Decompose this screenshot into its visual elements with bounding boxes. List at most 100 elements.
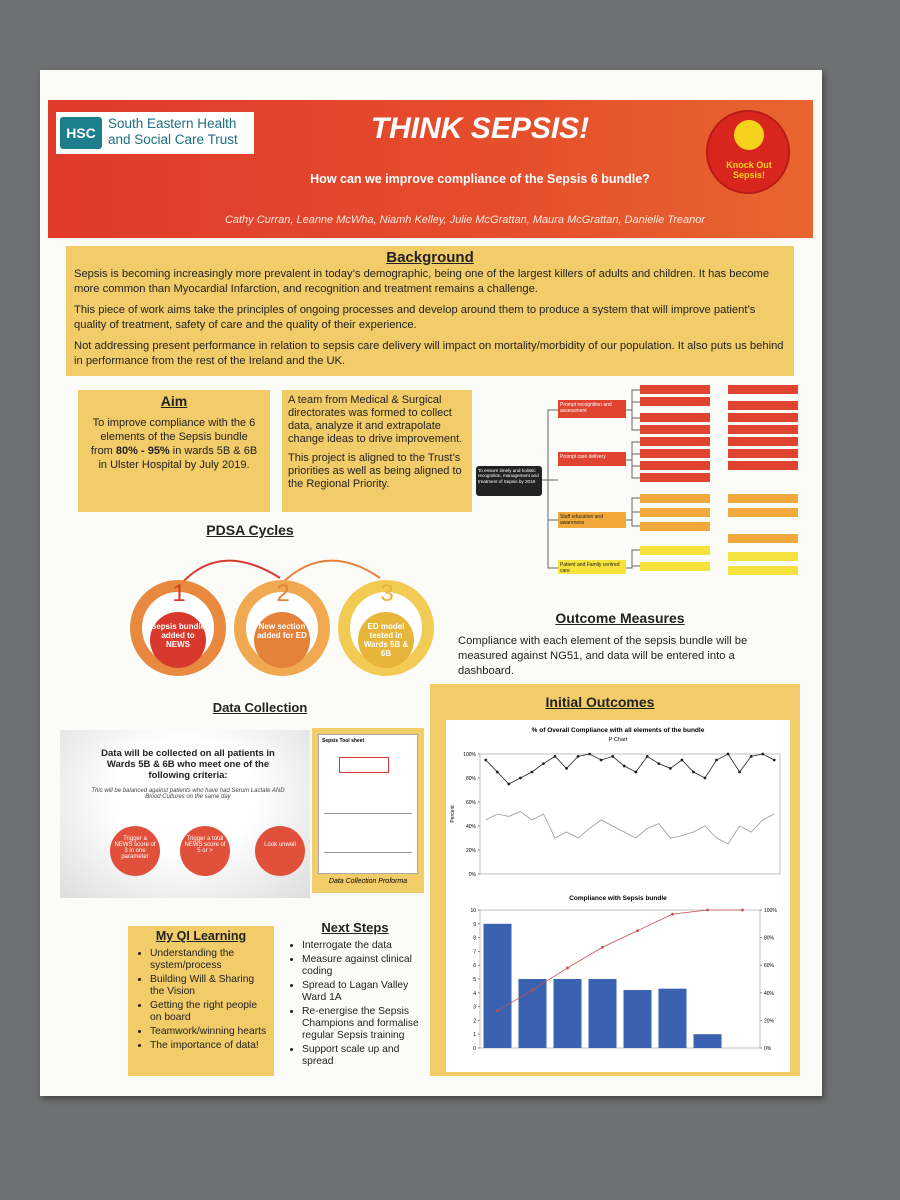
point (671, 912, 674, 916)
y-tick-label: 80% (466, 776, 477, 782)
leaf (728, 401, 798, 410)
leaf (640, 385, 710, 394)
point (599, 758, 603, 762)
point (542, 762, 545, 765)
chart: % of Overall Compliance with all element… (446, 720, 790, 898)
proforma-field (339, 757, 389, 773)
list-item: Spread to Lagan Valley Ward 1A (302, 980, 422, 1004)
aim-text: in wards 5B & 6B in Ulster Hospital by J… (98, 445, 258, 471)
logo-panel: HSC South Eastern Health and Social Care… (56, 112, 254, 154)
point (634, 770, 638, 774)
series-line (497, 909, 743, 1012)
list-item: Interrogate the data (302, 940, 422, 952)
y-tick-label: 60% (764, 963, 775, 969)
y-tick-label: 4 (473, 991, 476, 997)
aim-target: 80% - 95% (115, 445, 170, 457)
criteria-panel: Data will be collected on all patients i… (60, 730, 310, 898)
pdsa-arrows (179, 559, 381, 586)
point (576, 755, 580, 758)
y-tick-label: 2 (473, 1018, 476, 1024)
series-line (485, 811, 775, 845)
bar (553, 979, 582, 1048)
bar (693, 1034, 722, 1048)
leaf (640, 522, 710, 531)
pdsa-number: 1 (172, 580, 186, 607)
y-tick-label: 100% (764, 908, 777, 914)
y-tick-label: 40% (466, 824, 477, 830)
point (715, 758, 718, 762)
heading: Data Collection (212, 700, 308, 715)
leaf (640, 473, 710, 482)
list-item: Re-energise the Sepsis Champions and for… (302, 1006, 422, 1042)
heading: Next Steps (321, 920, 389, 935)
point (601, 945, 604, 949)
driver: Staff education and awareness (558, 512, 626, 528)
heading: Aim (160, 393, 188, 409)
paragraph: Not addressing present performance in re… (74, 340, 784, 367)
proforma-caption: Data Collection Proforma (328, 878, 408, 885)
badge-icon (734, 120, 764, 150)
leaf (728, 461, 798, 470)
leaf (640, 437, 710, 446)
point (761, 752, 765, 756)
point (645, 755, 649, 758)
proforma: Sepsis Tool sheet (318, 734, 418, 874)
point (565, 767, 568, 770)
pdsa-cycle: New section added for ED (254, 612, 310, 668)
qi-box: My QI Learning Understanding the system/… (128, 926, 274, 1076)
list-item: Understanding the system/process (150, 948, 268, 972)
y-tick-label: 20% (466, 848, 477, 854)
y-tick-label: 80% (764, 936, 775, 942)
driver: Prompt care delivery (558, 452, 626, 466)
chart-subtitle: P Chart (609, 737, 628, 743)
y-tick-label: 3 (473, 1005, 476, 1011)
proforma-table (324, 813, 412, 853)
leaf (728, 437, 798, 446)
paragraph: This project is aligned to the Trust’s p… (288, 452, 462, 490)
list-item: Measure against clinical coding (302, 954, 422, 978)
bar (588, 979, 617, 1048)
leaf (640, 413, 710, 422)
paragraph: A team from Medical & Surgical directora… (288, 394, 463, 445)
logo: HSC (60, 117, 102, 149)
leaf (640, 562, 710, 571)
plot-frame (479, 909, 761, 1049)
series-line (485, 753, 775, 785)
pdsa-cycle: Sepsis bundle added to NEWS (150, 612, 206, 668)
point (622, 764, 626, 768)
leaf (640, 461, 710, 470)
point (749, 755, 753, 758)
paragraph: This piece of work aims take the princip… (74, 304, 756, 331)
criterion: Trigger a total NEWS score of 5 or > (180, 826, 230, 876)
point (703, 776, 707, 780)
point (706, 908, 709, 912)
heading: Background (386, 249, 474, 266)
bar (623, 990, 652, 1048)
team-box: A team from Medical & Surgical directora… (282, 390, 472, 512)
list-item: Building Will & Sharing the Vision (150, 974, 268, 998)
point (484, 758, 488, 762)
leaf (728, 425, 798, 434)
background-box: Background Sepsis is becoming increasing… (66, 246, 794, 376)
subtitle: How can we improve compliance of the Sep… (310, 172, 650, 186)
point (741, 908, 744, 912)
list-item: Getting the right people on board (150, 1000, 268, 1024)
list: Understanding the system/processBuilding… (134, 948, 268, 1052)
intro: Data will be collected on all patients i… (101, 748, 275, 781)
y-tick-label: 20% (764, 1018, 775, 1024)
aim-box: Aim To improve compliance with the 6 ele… (78, 390, 270, 512)
leaf (640, 425, 710, 434)
badge-text: Knock Out Sepsis! (726, 160, 772, 180)
y-tick-label: 40% (764, 991, 775, 997)
point (772, 758, 776, 762)
point (726, 752, 730, 756)
driver-lines (542, 389, 640, 569)
authors: Cathy Curran, Leanne McWha, Niamh Kelley… (224, 214, 706, 226)
heading: PDSA Cycles (206, 522, 294, 538)
point (738, 770, 742, 774)
point (496, 1009, 499, 1013)
list: Interrogate the data Measure against clin… (286, 940, 422, 1070)
leaf (728, 566, 798, 575)
point (636, 929, 639, 933)
